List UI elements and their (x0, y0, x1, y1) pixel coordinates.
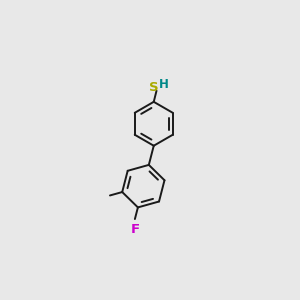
Text: S: S (149, 81, 159, 94)
Text: H: H (159, 78, 169, 91)
Text: F: F (131, 223, 140, 236)
